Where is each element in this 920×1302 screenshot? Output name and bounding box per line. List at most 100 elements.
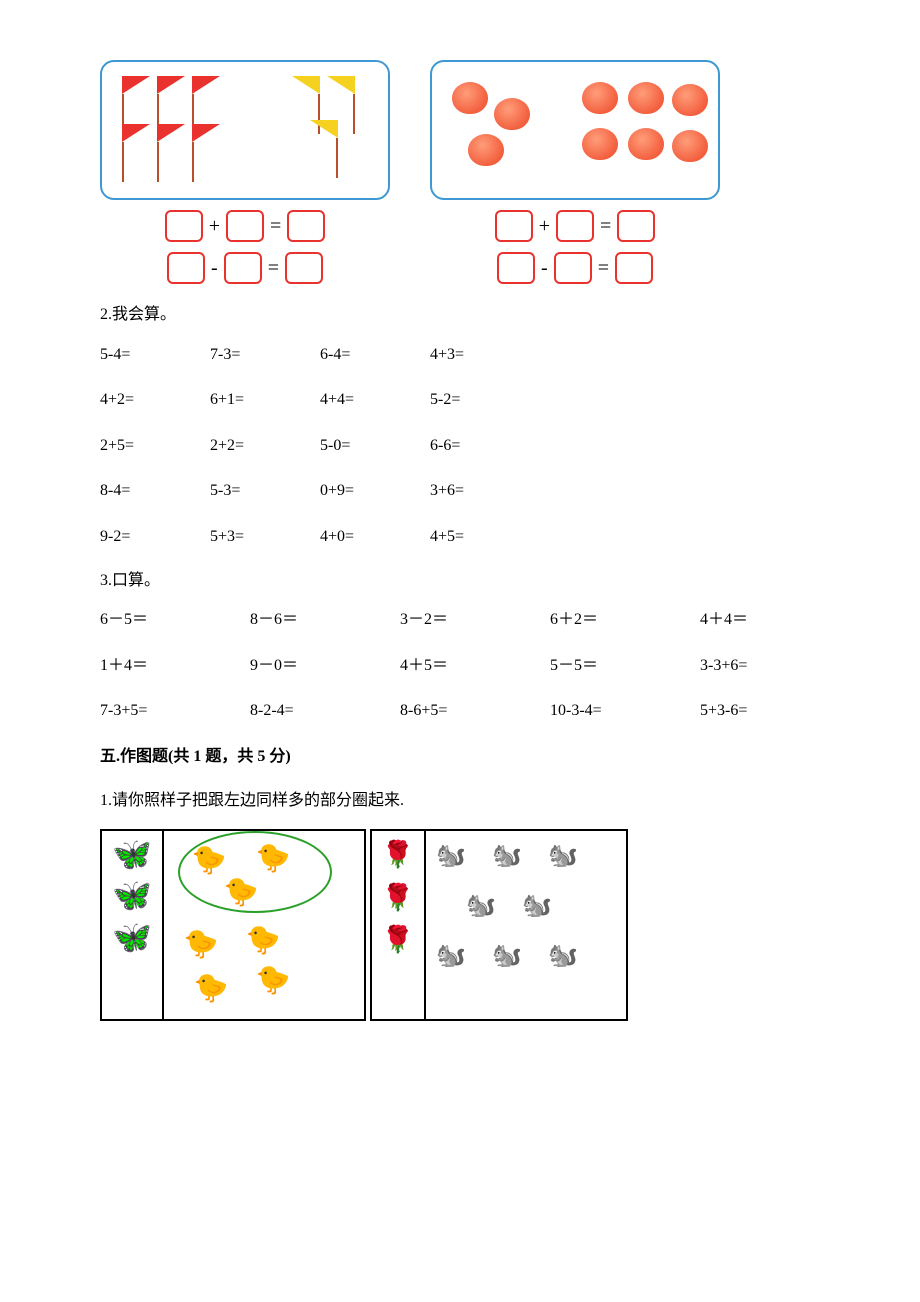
yellow-flag-icon: [310, 120, 338, 138]
equals-sign: =: [600, 210, 611, 242]
peach-icon: [452, 82, 488, 114]
squirrel-icon: 🐿️: [492, 837, 522, 875]
calc-item: 4+2=: [100, 387, 210, 413]
red-flag-icon: [192, 124, 220, 142]
calc-item: 8-4=: [100, 478, 210, 504]
squirrels-column: 🐿️🐿️🐿️🐿️🐿️🐿️🐿️🐿️: [426, 831, 626, 1019]
calc-item: 3－2＝: [400, 607, 550, 633]
q3-title: 3.口算。: [100, 568, 820, 594]
bird-icon: 🐤: [256, 959, 291, 1004]
q2-title: 2.我会算。: [100, 302, 820, 328]
squirrel-icon: 🐿️: [436, 937, 466, 975]
calc-item: 0+9=: [320, 478, 430, 504]
calc-item: 6-4=: [320, 342, 430, 368]
calc-item: 8－6＝: [250, 607, 400, 633]
q2-grid: 5-4=7-3=6-4=4+3=4+2=6+1=4+4=5-2=2+5=2+2=…: [100, 342, 820, 550]
squirrel-icon: 🐿️: [492, 937, 522, 975]
red-flag-icon: [157, 76, 185, 94]
squirrel-icon: 🐿️: [548, 937, 578, 975]
calc-item: 5－5＝: [550, 653, 700, 679]
calc-item: 5-2=: [430, 387, 540, 413]
flags-problem: + = - =: [100, 60, 390, 284]
calc-item: 6-6=: [430, 433, 540, 459]
bird-icon: 🐤: [246, 919, 281, 964]
answer-box[interactable]: [224, 252, 262, 284]
yellow-flag-icon: [292, 76, 320, 94]
drawing-row: 🦋🦋🦋 🐤🐤🐤🐤🐤🐤🐤 🌹🌹🌹 🐿️🐿️🐿️🐿️🐿️🐿️🐿️🐿️: [100, 829, 820, 1021]
section5-q1: 1.请你照样子把跟左边同样多的部分圈起来.: [100, 788, 820, 814]
calc-item: 2+2=: [210, 433, 320, 459]
calc-item: 4+4=: [320, 387, 430, 413]
calc-item: 5+3-6=: [700, 698, 820, 724]
calc-item: 4+3=: [430, 342, 540, 368]
squirrel-icon: 🐿️: [522, 887, 552, 925]
q3-grid: 6－5＝8－6＝3－2＝6＋2＝4＋4＝ 1＋4＝9－0＝4＋5＝5－5＝3-3+…: [100, 607, 820, 724]
answer-box[interactable]: [226, 210, 264, 242]
calc-item: 6＋2＝: [550, 607, 700, 633]
peach-icon: [468, 134, 504, 166]
calc-item: 8-6+5=: [400, 698, 550, 724]
answer-box[interactable]: [497, 252, 535, 284]
answer-box[interactable]: [615, 252, 653, 284]
bird-icon: 🐤: [192, 839, 227, 884]
birds-column: 🐤🐤🐤🐤🐤🐤🐤: [164, 831, 364, 1019]
rose-icon: 🌹: [382, 837, 414, 873]
peaches-addition-line: + =: [495, 210, 656, 242]
rose-icon: 🌹: [382, 922, 414, 958]
answer-box[interactable]: [556, 210, 594, 242]
calc-item: 8-2-4=: [250, 698, 400, 724]
calc-item: 5-3=: [210, 478, 320, 504]
rose-icon: 🌹: [382, 880, 414, 916]
roses-column: 🌹 🌹 🌹: [372, 831, 426, 1019]
butterfly-icon: 🦋: [112, 878, 152, 913]
answer-box[interactable]: [165, 210, 203, 242]
squirrel-icon: 🐿️: [548, 837, 578, 875]
picture-problems-row: + = - = + = - =: [100, 60, 820, 284]
squirrel-icon: 🐿️: [466, 887, 496, 925]
calc-item: 9-2=: [100, 524, 210, 550]
answer-box[interactable]: [287, 210, 325, 242]
answer-box[interactable]: [617, 210, 655, 242]
butterfly-icon: 🦋: [112, 837, 152, 872]
squirrel-icon: 🐿️: [436, 837, 466, 875]
equals-sign: =: [598, 252, 609, 284]
peaches-subtraction-line: - =: [497, 252, 653, 284]
bird-icon: 🐤: [194, 967, 229, 1012]
peach-icon: [672, 130, 708, 162]
calc-item: 3+6=: [430, 478, 540, 504]
answer-box[interactable]: [554, 252, 592, 284]
flags-addition-line: + =: [165, 210, 326, 242]
calc-item: 10-3-4=: [550, 698, 700, 724]
drawing-panel-1: 🦋🦋🦋 🐤🐤🐤🐤🐤🐤🐤: [100, 829, 366, 1021]
calc-item: 4＋4＝: [700, 607, 820, 633]
red-flag-icon: [122, 76, 150, 94]
calc-item: 6+1=: [210, 387, 320, 413]
calc-item: 7-3+5=: [100, 698, 250, 724]
flags-subtraction-line: - =: [167, 252, 323, 284]
plus-sign: +: [209, 210, 220, 242]
bird-icon: 🐤: [184, 923, 219, 968]
answer-box[interactable]: [495, 210, 533, 242]
answer-box[interactable]: [285, 252, 323, 284]
red-flag-icon: [192, 76, 220, 94]
calc-item: 2+5=: [100, 433, 210, 459]
drawing-panel-2: 🌹🌹🌹 🐿️🐿️🐿️🐿️🐿️🐿️🐿️🐿️: [370, 829, 628, 1021]
peach-icon: [494, 98, 530, 130]
calc-item: 9－0＝: [250, 653, 400, 679]
flags-panel: [100, 60, 390, 200]
answer-box[interactable]: [167, 252, 205, 284]
calc-item: 1＋4＝: [100, 653, 250, 679]
calc-item: 5-4=: [100, 342, 210, 368]
calc-item: 4+0=: [320, 524, 430, 550]
calc-item: 4＋5＝: [400, 653, 550, 679]
section5-heading: 五.作图题(共 1 题，共 5 分): [100, 744, 820, 770]
peach-icon: [628, 82, 664, 114]
calc-item: 4+5=: [430, 524, 540, 550]
calc-item: 6－5＝: [100, 607, 250, 633]
peach-icon: [582, 82, 618, 114]
calc-item: 3-3+6=: [700, 653, 820, 679]
minus-sign: -: [211, 252, 218, 284]
equals-sign: =: [268, 252, 279, 284]
peaches-problem: + = - =: [430, 60, 720, 284]
calc-item: 5+3=: [210, 524, 320, 550]
